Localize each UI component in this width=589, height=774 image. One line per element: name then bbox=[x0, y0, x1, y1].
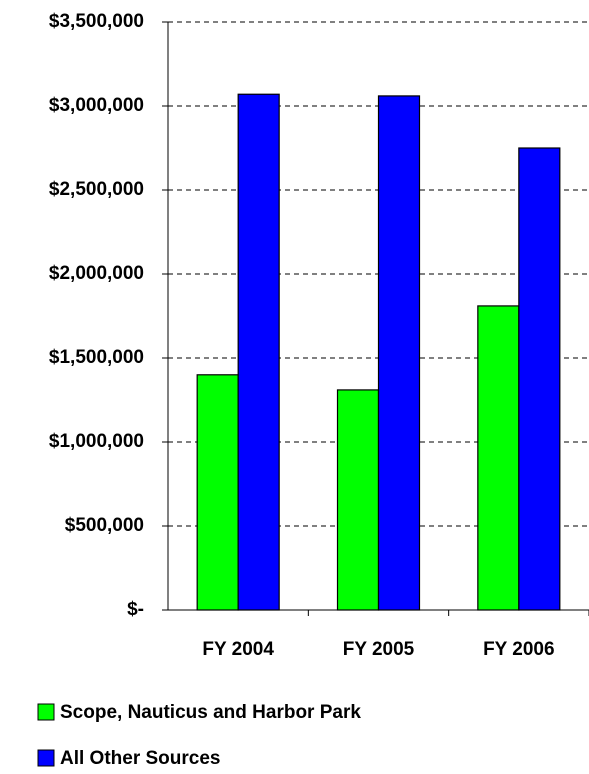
y-tick-label: $2,000,000 bbox=[49, 263, 144, 284]
bar bbox=[237, 93, 280, 611]
bar bbox=[518, 147, 561, 611]
y-tick-label: $3,000,000 bbox=[49, 95, 144, 116]
x-tick-label: FY 2004 bbox=[202, 639, 274, 660]
legend-swatch bbox=[37, 703, 55, 721]
y-tick-label: $3,500,000 bbox=[49, 11, 144, 32]
bar bbox=[196, 374, 239, 611]
legend-swatch bbox=[37, 749, 55, 767]
bar bbox=[477, 305, 520, 611]
legend-label: Scope, Nauticus and Harbor Park bbox=[60, 702, 361, 723]
x-tick-label: FY 2005 bbox=[343, 639, 415, 660]
y-tick-label: $500,000 bbox=[65, 515, 144, 536]
legend-label: All Other Sources bbox=[60, 748, 221, 769]
bar bbox=[336, 389, 380, 611]
x-tick-label: FY 2006 bbox=[483, 639, 554, 660]
y-tick-label: $1,500,000 bbox=[49, 347, 144, 368]
y-tick-label: $2,500,000 bbox=[49, 179, 144, 200]
y-tick-label: $1,000,000 bbox=[49, 431, 144, 452]
y-tick-label: $- bbox=[127, 599, 144, 620]
bar bbox=[377, 95, 421, 611]
